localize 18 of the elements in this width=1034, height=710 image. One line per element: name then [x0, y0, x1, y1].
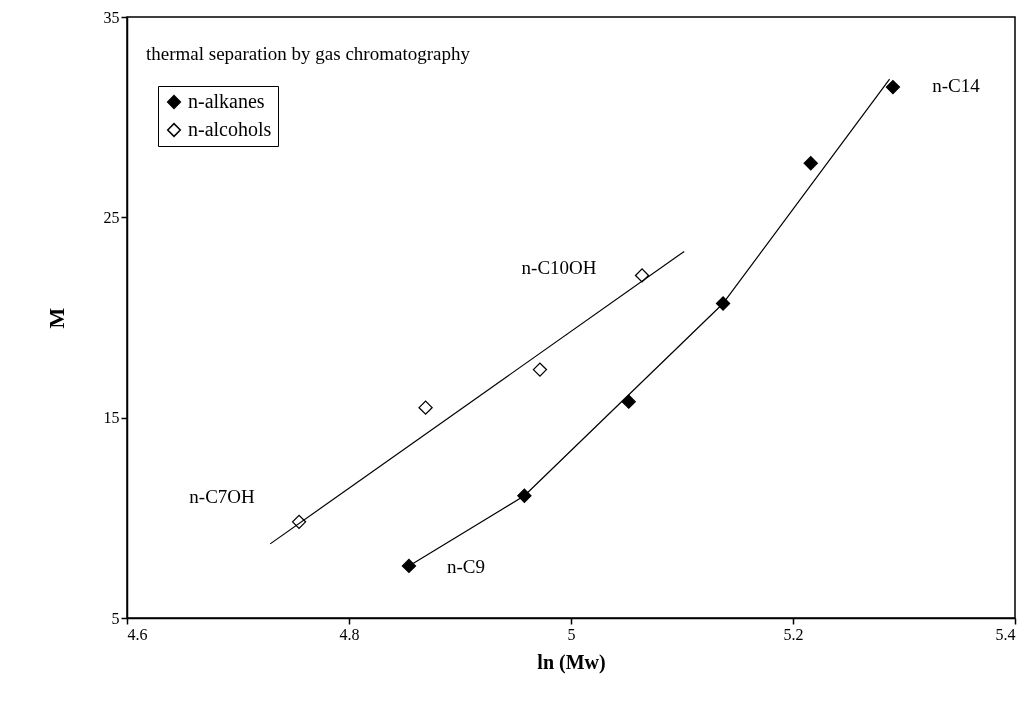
- annotation: n-C10OH: [521, 257, 597, 279]
- y-tick-label: 15: [103, 409, 120, 427]
- x-tick-label: 4.8: [339, 625, 360, 643]
- y-tick-label: 5: [111, 609, 120, 627]
- annotation: n-C9: [446, 555, 485, 577]
- legend-label: n-alkanes: [188, 90, 265, 112]
- y-tick-label: 25: [103, 208, 120, 226]
- x-tick-label: 5: [567, 625, 576, 643]
- x-tick-label: 5.4: [995, 625, 1016, 643]
- y-tick-label: 35: [103, 8, 120, 26]
- annotation: n-C14: [932, 75, 981, 97]
- text: thermal separation by gas chromatography: [146, 43, 471, 64]
- annotation: n-C7OH: [189, 485, 256, 507]
- x-tick-label: 4.6: [127, 625, 148, 643]
- x-tick-label: 5.2: [783, 625, 804, 643]
- x-axis-title: ln (Mw): [537, 650, 606, 674]
- legend-label: n-alcohols: [188, 118, 272, 140]
- y-axis-title: M: [43, 307, 69, 329]
